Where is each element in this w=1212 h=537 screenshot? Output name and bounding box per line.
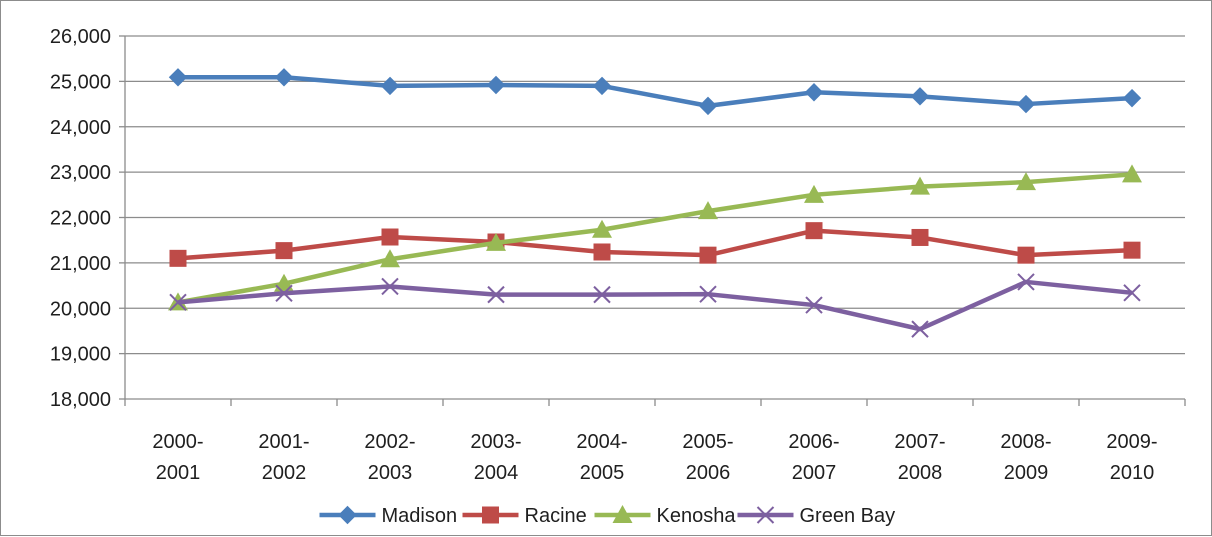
data-point-kenosha xyxy=(486,232,506,251)
gridlines xyxy=(125,35,1185,355)
data-point-racine xyxy=(275,242,293,260)
legend-marker xyxy=(338,505,357,525)
data-point-green-bay xyxy=(805,296,823,314)
data-point-racine xyxy=(699,246,717,264)
data-point-racine xyxy=(911,228,929,246)
y-tick-label: 21,000 xyxy=(50,253,111,275)
data-point-green-bay xyxy=(169,293,187,312)
x-tick-label: 2007-2008 xyxy=(894,431,945,484)
y-tick-label: 22,000 xyxy=(50,208,111,230)
legend-item-racine: Racine xyxy=(462,505,587,527)
data-point-madison xyxy=(804,83,824,102)
data-point-madison xyxy=(1122,88,1142,108)
data-point-green-bay xyxy=(1017,273,1035,291)
axes: 18,000 19,000 20,000 21,000 22,000 23,000 24,0… xyxy=(50,26,1186,484)
data-point-kenosha xyxy=(804,184,824,203)
x-tick-label: 2000-2001 xyxy=(152,431,203,484)
legend-marker xyxy=(482,506,499,524)
series-line-madison xyxy=(178,75,1133,109)
data-point-green-bay xyxy=(593,285,611,304)
data-point-kenosha xyxy=(910,176,930,195)
data-point-green-bay xyxy=(275,284,293,302)
x-tick-label: 2002-2003 xyxy=(364,431,415,484)
data-point-green-bay xyxy=(699,285,717,303)
data-point-racine xyxy=(1123,241,1141,259)
series-lines xyxy=(168,68,1142,338)
data-point-madison xyxy=(486,75,506,95)
data-point-madison xyxy=(1016,94,1036,114)
data-point-kenosha xyxy=(1122,164,1142,183)
x-tick-label: 2005-2006 xyxy=(682,431,733,484)
data-point-kenosha xyxy=(698,201,718,220)
y-tick-label: 26,000 xyxy=(50,26,111,48)
legend-label: Racine xyxy=(525,505,587,527)
x-tick-label: 2008-2009 xyxy=(1000,431,1051,484)
data-point-madison xyxy=(592,76,612,96)
x-tick-label: 2001-2002 xyxy=(258,431,309,484)
legend-label: Madison xyxy=(382,505,458,527)
legend-item-green-bay: Green Bay xyxy=(737,505,896,527)
data-point-madison xyxy=(274,68,294,87)
legend-marker xyxy=(612,505,633,523)
data-point-kenosha xyxy=(1016,172,1036,191)
data-point-madison xyxy=(910,87,930,106)
legend-item-madison: Madison xyxy=(319,505,458,527)
data-point-racine xyxy=(1017,246,1035,264)
data-point-green-bay xyxy=(381,277,399,296)
x-tick-label: 2003-2004 xyxy=(470,431,521,484)
data-point-racine xyxy=(169,249,187,267)
data-point-racine xyxy=(593,243,611,261)
data-point-kenosha xyxy=(380,249,400,268)
data-point-green-bay xyxy=(487,285,505,304)
series-line-racine xyxy=(177,228,1133,261)
series-line-green-bay xyxy=(177,279,1133,332)
data-point-racine xyxy=(381,228,399,246)
legend-item-kenosha: Kenosha xyxy=(594,505,737,527)
y-tick-label: 24,000 xyxy=(50,117,111,139)
x-tick-label: 2004-2005 xyxy=(576,431,627,484)
y-tick-label: 18,000 xyxy=(50,389,111,411)
x-tick-label: 2006-2007 xyxy=(788,431,839,484)
series-line-kenosha xyxy=(177,172,1133,305)
legend: Madison Racine Kenosha Green Bay xyxy=(319,505,896,527)
y-tick-label: 20,000 xyxy=(50,298,111,320)
legend-marker xyxy=(756,506,775,524)
data-point-green-bay xyxy=(1123,284,1141,302)
data-point-madison xyxy=(168,68,188,87)
y-tick-label: 23,000 xyxy=(50,162,111,184)
x-tick-label: 2009-2010 xyxy=(1106,431,1157,484)
legend-label: Green Bay xyxy=(800,505,896,527)
data-point-racine xyxy=(805,222,823,240)
data-point-green-bay xyxy=(911,320,929,338)
data-point-madison xyxy=(698,96,718,116)
data-point-kenosha xyxy=(592,219,612,238)
data-point-madison xyxy=(380,76,400,96)
y-tick-label: 19,000 xyxy=(50,344,111,366)
y-tick-label: 25,000 xyxy=(50,71,111,93)
legend-label: Kenosha xyxy=(657,505,737,527)
